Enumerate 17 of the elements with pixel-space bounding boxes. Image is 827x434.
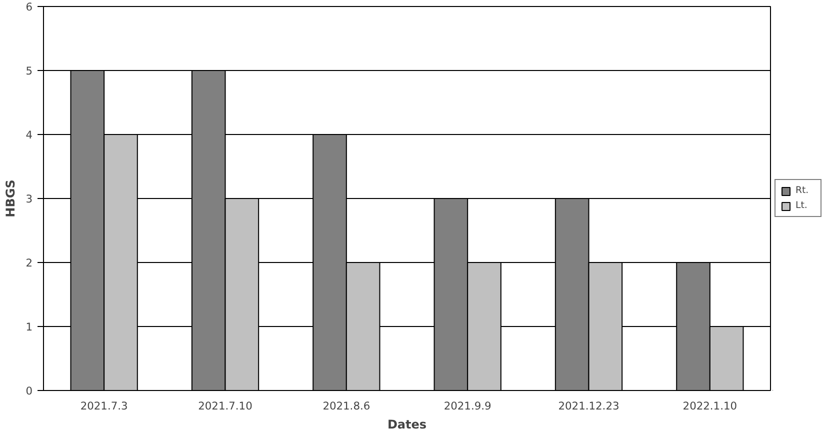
y-tick-label: 6 (26, 0, 33, 14)
y-tick-label: 5 (26, 64, 32, 78)
x-tick-label: 2021.8.6 (322, 400, 370, 412)
x-tick-label: 2021.12.23 (558, 400, 620, 412)
y-tick-label: 2 (26, 256, 32, 270)
y-tick-label: 0 (26, 384, 33, 398)
legend-label: Lt. (796, 200, 808, 211)
x-tick-label: 2022.1.10 (682, 400, 738, 412)
y-tick-label: 1 (26, 320, 32, 334)
x-tick-label: 2021.7.3 (80, 400, 128, 412)
y-tick-label: 4 (26, 128, 33, 142)
x-tick-label: 2021.7.10 (198, 400, 253, 412)
y-tick-label: 3 (26, 192, 32, 206)
x-axis-title: Dates (387, 418, 427, 432)
legend-label: Rt. (796, 185, 810, 196)
x-tick-label: 2021.9.9 (444, 400, 492, 412)
y-axis-title: HBGS (4, 180, 18, 218)
